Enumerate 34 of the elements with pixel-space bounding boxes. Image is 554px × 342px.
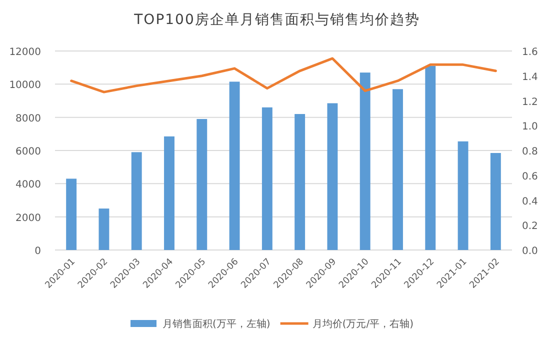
- y-tick-label: 8000: [16, 113, 41, 124]
- bar: [490, 152, 501, 250]
- y2-tick-label: 1.2: [522, 96, 538, 108]
- y2-tick-label: 1.0: [522, 122, 538, 133]
- y2-tick-label: 1.4: [522, 72, 538, 83]
- bar: [66, 178, 77, 250]
- y-tick-label: 10000: [9, 80, 41, 92]
- bar: [262, 107, 272, 250]
- y2-tick-label: 0.4: [522, 196, 538, 208]
- legend-label: 月销售面积(万平，左轴): [162, 318, 270, 330]
- y-tick-label: 2000: [16, 212, 41, 224]
- y-tick-label: 6000: [16, 146, 41, 158]
- y2-tick-label: 0.2: [522, 221, 538, 232]
- y2-tick-label: 0.8: [522, 146, 538, 158]
- bar: [425, 66, 436, 250]
- line-series: [70, 57, 497, 94]
- y-tick-label: 12000: [9, 47, 41, 58]
- bar: [294, 114, 306, 250]
- chart-title: TOP100房企单月销售面积与销售均价趋势: [133, 12, 420, 28]
- bar: [458, 141, 468, 250]
- bar: [392, 89, 403, 250]
- bar: [98, 208, 110, 250]
- bar: [131, 152, 142, 250]
- bar: [164, 136, 174, 250]
- bar: [229, 82, 240, 250]
- y-tick-label: 0: [34, 246, 41, 257]
- y2-tick-label: 0.6: [522, 171, 538, 182]
- bar: [360, 72, 370, 250]
- y-tick-label: 4000: [16, 180, 41, 191]
- legend-label: 月均价(万元/平，右轴): [312, 318, 414, 330]
- y2-tick-label: 1.6: [522, 47, 538, 58]
- bar: [327, 103, 338, 250]
- y2-tick-label: 0.0: [522, 246, 538, 257]
- bar: [196, 118, 208, 250]
